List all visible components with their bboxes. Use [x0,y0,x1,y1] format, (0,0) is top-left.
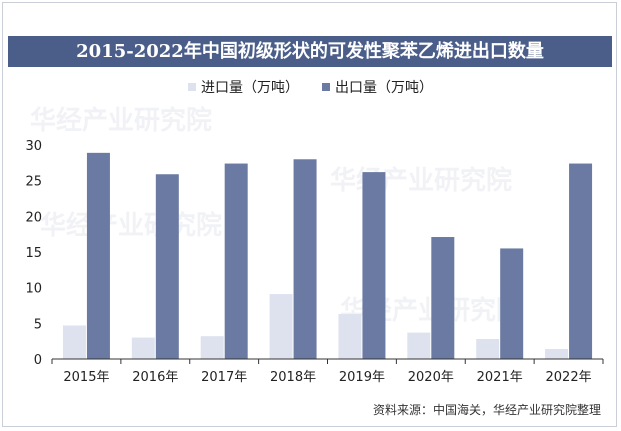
x-tick-label: 2021年 [477,370,523,385]
y-tick-label: 5 [34,317,42,332]
legend-item-export: 出口量（万吨） [322,77,433,97]
export-bar [293,159,317,359]
legend-item-import: 进口量（万吨） [188,77,299,97]
x-tick-label: 2022年 [546,370,592,385]
y-tick-label: 15 [25,246,42,261]
watermark: 华经产业研究院 [40,211,223,241]
import-bar [545,349,569,359]
y-tick-label: 30 [25,139,42,154]
y-tick-label: 25 [25,175,42,190]
import-bar [200,336,224,359]
chart-title: 2015-2022年中国初级形状的可发性聚苯乙烯进出口数量 [8,36,612,67]
x-tick-label: 2017年 [201,370,247,385]
export-bar [431,237,455,359]
y-tick-label: 10 [25,282,42,297]
import-bar [338,314,362,359]
y-tick-label: 0 [34,353,42,368]
x-tick-label: 2020年 [408,370,454,385]
legend-label-export: 出口量（万吨） [335,80,433,96]
x-tick-label: 2019年 [339,370,385,385]
legend-label-import: 进口量（万吨） [201,80,299,96]
watermark: 华经产业研究院 [330,166,513,196]
x-tick-label: 2015年 [63,370,109,385]
legend-swatch-export [322,83,330,91]
import-bar [476,339,500,359]
export-bar [362,172,386,359]
x-tick-label: 2018年 [270,370,316,385]
source-note: 资料来源：中国海关，华经产业研究院整理 [372,403,601,417]
y-tick-label: 20 [25,210,42,225]
export-bar [86,152,110,359]
watermark: 华经产业研究院 [30,106,213,136]
legend: 进口量（万吨） 出口量（万吨） [0,77,621,97]
import-bar [407,332,431,359]
export-bar [224,163,248,359]
import-bar [269,294,293,359]
x-tick-label: 2016年 [132,370,178,385]
export-bar [500,248,524,359]
legend-swatch-import [188,83,196,91]
import-bar [62,325,86,359]
import-bar [131,337,155,359]
export-bar [155,174,179,359]
export-bar [569,163,593,359]
